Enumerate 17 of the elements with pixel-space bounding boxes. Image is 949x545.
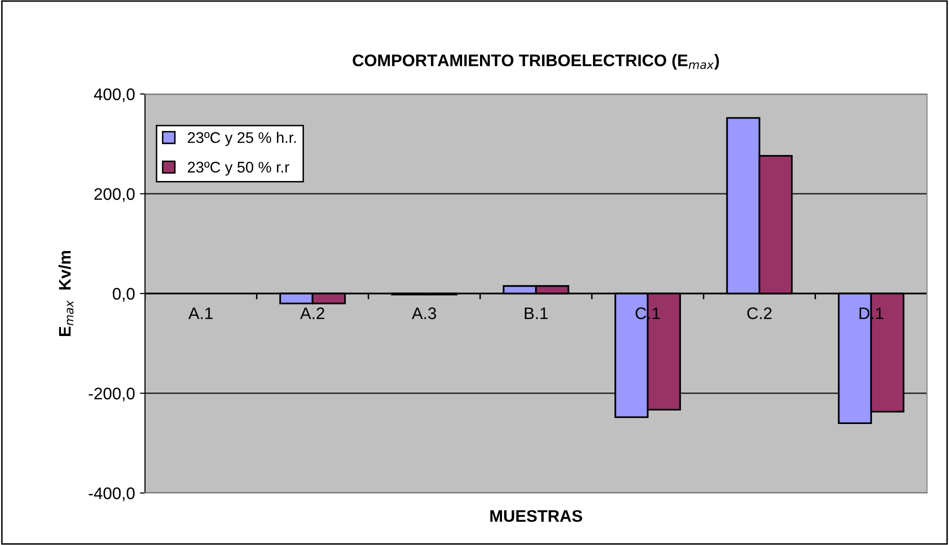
y-tick-label: 0,0 xyxy=(112,288,135,302)
x-tick-label: B.1 xyxy=(524,308,548,320)
x-tick-label: C.2 xyxy=(747,307,772,320)
y-tick-label: -400,0 xyxy=(88,487,135,502)
chart-title: COMPORTAMIENTO TRIBOELECTRICO (E$_{max}$) xyxy=(352,54,719,70)
legend-label: 23ºC y 50 % r.r xyxy=(188,162,290,176)
x-tick-label: A.1 xyxy=(188,308,213,320)
x-axis-title: MUESTRAS xyxy=(490,510,582,522)
x-tick-label: A.3 xyxy=(412,307,436,320)
y-axis-title: E$_{max}$ Kv/m xyxy=(58,250,74,336)
legend-label: 23ºC y 25 % h.r. xyxy=(188,132,296,146)
x-tick-label: A.2 xyxy=(300,307,324,320)
y-tick-label: 400,0 xyxy=(94,88,135,102)
y-tick-label: 200,0 xyxy=(94,188,135,202)
x-tick-label: D.1 xyxy=(860,308,884,320)
x-tick-label: C.1 xyxy=(636,307,660,320)
y-tick-label: -200,0 xyxy=(88,388,135,402)
